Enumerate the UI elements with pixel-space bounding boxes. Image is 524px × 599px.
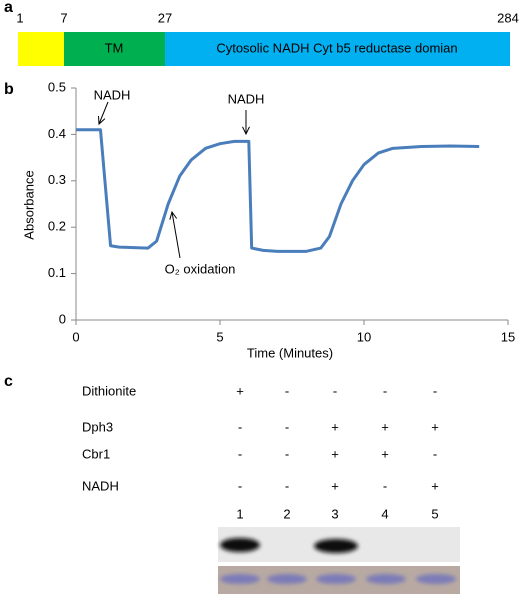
lane-number: 2 [283, 506, 290, 521]
sign: - [333, 383, 337, 398]
x-tick-label: 15 [501, 329, 515, 344]
sign: - [383, 478, 387, 493]
position-label: 7 [60, 10, 67, 25]
x-tick-label: 5 [216, 329, 223, 344]
x-axis-title: Time (Minutes) [247, 345, 333, 360]
panel-label: b [4, 81, 14, 98]
y-tick-label: 0 [59, 311, 66, 326]
loading-band [316, 574, 356, 584]
annotation-arrow [171, 211, 181, 259]
sign: - [383, 383, 387, 398]
domain-label: Cytosolic NADH Cyt b5 reductase domian [216, 40, 457, 55]
sign: + [431, 478, 439, 493]
position-label: 27 [158, 10, 172, 25]
sign: - [285, 478, 289, 493]
row-label: Cbr1 [82, 446, 110, 461]
sign: - [238, 446, 242, 461]
loading-band [416, 574, 456, 584]
position-label: 1 [16, 10, 23, 25]
panel-label: a [4, 0, 13, 16]
row-label: NADH [82, 478, 119, 493]
sign: - [285, 446, 289, 461]
loading-band [220, 574, 260, 584]
domain-segment [18, 32, 64, 66]
y-tick-label: 0.4 [48, 126, 66, 141]
domain-segment [165, 32, 510, 66]
sign: - [238, 419, 242, 434]
sign: - [285, 383, 289, 398]
sign: + [381, 419, 389, 434]
data-line [76, 128, 480, 253]
sign: - [433, 446, 437, 461]
lane-number: 3 [331, 506, 338, 521]
annotation: NADH [94, 87, 131, 102]
x-tick-label: 10 [357, 329, 371, 344]
loading-band [267, 574, 307, 584]
lane-number: 4 [381, 506, 388, 521]
sign: + [381, 446, 389, 461]
loading-band [366, 574, 406, 584]
annotation-arrow [98, 101, 109, 125]
y-tick-label: 0.5 [48, 79, 66, 94]
arrow-head [169, 210, 178, 220]
y-axis-title: Absorbance [21, 170, 36, 239]
sign: + [331, 478, 339, 493]
panel-label: c [4, 373, 13, 390]
y-tick-label: 0.3 [48, 172, 66, 187]
gel-band [220, 538, 260, 552]
row-label: Dph3 [82, 419, 113, 434]
position-label: 284 [497, 10, 519, 25]
plot: 0 0.1 0.2 0.3 0.4 0.5 0 5 10 15 NADH NADH O₂ oxidati… [48, 79, 515, 344]
annotation: NADH [228, 91, 265, 106]
domain-segment [64, 32, 165, 66]
lane-number: 5 [431, 506, 438, 521]
row-label: Dithionite [82, 383, 136, 398]
annotation: O₂ oxidation [165, 261, 236, 276]
domain-label: TM [105, 40, 124, 55]
sign: + [236, 383, 244, 398]
sign: + [431, 419, 439, 434]
sign: + [331, 446, 339, 461]
y-tick-label: 0.1 [48, 265, 66, 280]
sign: - [433, 383, 437, 398]
arrow-head [98, 115, 106, 126]
gel-band [314, 539, 358, 553]
sign: - [285, 419, 289, 434]
x-tick-label: 0 [72, 329, 79, 344]
arrow-head [242, 126, 250, 136]
condition-table: Dithionite + - - - - Dph3 - - + + + Cbr1 - - + + - NADH - - +… [82, 383, 439, 521]
sign: - [238, 478, 242, 493]
sign: + [331, 419, 339, 434]
lane-number: 1 [236, 506, 243, 521]
y-tick-label: 0.2 [48, 219, 66, 234]
